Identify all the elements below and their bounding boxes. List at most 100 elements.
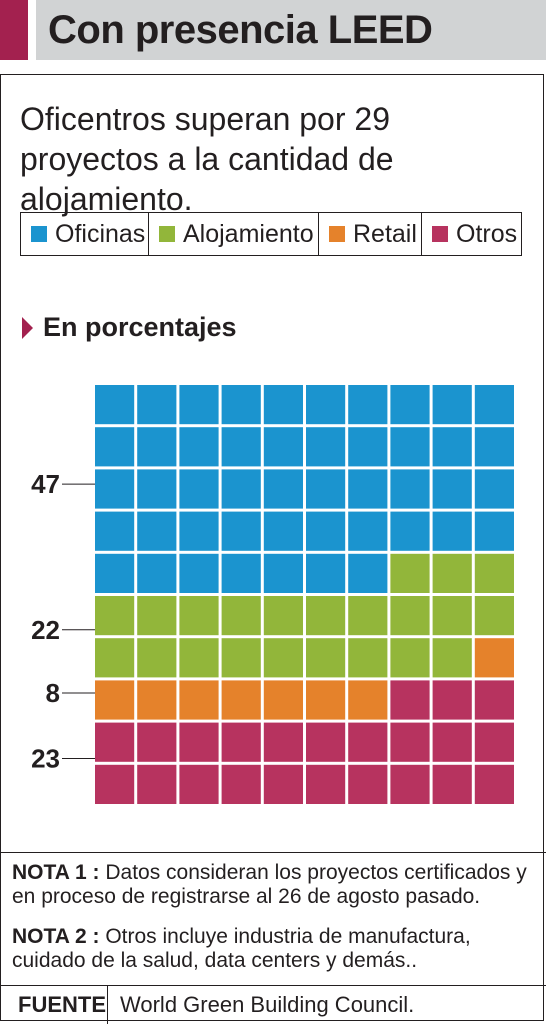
waffle-cell xyxy=(179,596,219,636)
waffle-cell xyxy=(95,385,135,425)
waffle-cell xyxy=(221,385,261,425)
waffle-cell xyxy=(432,596,472,636)
chart-subtitle: Oficentros superan por 29 proyectos a la… xyxy=(20,101,394,217)
waffle-cell xyxy=(474,680,514,720)
waffle-cell xyxy=(306,511,346,551)
waffle-cell xyxy=(306,596,346,636)
waffle-cell xyxy=(221,722,261,762)
source-value: World Green Building Council. xyxy=(120,992,415,1017)
waffle-cell xyxy=(348,680,388,720)
content-frame xyxy=(0,74,544,1021)
legend-swatch-alojamiento xyxy=(159,226,175,242)
waffle-cell xyxy=(474,427,514,467)
waffle-cell xyxy=(221,469,261,509)
legend-swatch-otros xyxy=(432,226,448,242)
note-1: NOTA 1 : Datos consideran los proyectos … xyxy=(12,861,537,909)
waffle-cell xyxy=(348,596,388,636)
waffle-cell xyxy=(306,764,346,804)
note-text: Otros incluye industria de manufactura, … xyxy=(12,925,471,972)
source-row: FUENTE World Green Building Council. xyxy=(0,985,546,1024)
waffle-cell xyxy=(474,596,514,636)
source-label: FUENTE xyxy=(0,986,108,1024)
waffle-cell xyxy=(221,553,261,593)
legend-item-alojamiento: Alojamiento xyxy=(149,213,319,255)
waffle-cell xyxy=(348,764,388,804)
waffle-cell xyxy=(179,553,219,593)
waffle-cell xyxy=(263,553,303,593)
waffle-cell xyxy=(432,427,472,467)
waffle-cell xyxy=(137,385,177,425)
waffle-cell xyxy=(95,722,135,762)
waffle-cell xyxy=(95,469,135,509)
waffle-cell xyxy=(306,427,346,467)
waffle-cell xyxy=(390,469,430,509)
legend-item-otros: Otros xyxy=(422,213,521,255)
waffle-cell xyxy=(432,511,472,551)
waffle-cell xyxy=(221,511,261,551)
waffle-cell xyxy=(390,427,430,467)
waffle-cell xyxy=(306,638,346,678)
waffle-cell xyxy=(179,638,219,678)
waffle-cell xyxy=(474,511,514,551)
waffle-cell xyxy=(306,722,346,762)
waffle-cell xyxy=(390,596,430,636)
waffle-cell xyxy=(390,553,430,593)
accent-bar xyxy=(0,0,28,60)
waffle-cell xyxy=(390,680,430,720)
waffle-cell xyxy=(348,511,388,551)
legend-swatch-oficinas xyxy=(31,226,47,242)
legend-label: Oficinas xyxy=(55,219,146,248)
waffle-cell xyxy=(348,385,388,425)
waffle-cell xyxy=(221,680,261,720)
waffle-cell xyxy=(137,596,177,636)
waffle-cell xyxy=(263,511,303,551)
waffle-cell xyxy=(390,638,430,678)
waffle-cell xyxy=(137,427,177,467)
waffle-cell xyxy=(221,638,261,678)
waffle-cell xyxy=(263,722,303,762)
note-text: Datos consideran los proyectos certifica… xyxy=(12,861,527,908)
waffle-cell xyxy=(179,385,219,425)
value-label: 23 xyxy=(31,743,60,773)
waffle-cell xyxy=(306,469,346,509)
waffle-cell xyxy=(95,764,135,804)
waffle-cell xyxy=(95,553,135,593)
value-label: 47 xyxy=(31,469,60,499)
waffle-cell xyxy=(137,511,177,551)
note-2: NOTA 2 : Otros incluye industria de manu… xyxy=(12,925,537,973)
legend: Oficinas Alojamiento Retail Otros xyxy=(20,212,522,256)
waffle-cell xyxy=(474,638,514,678)
waffle-cell xyxy=(474,385,514,425)
waffle-cell xyxy=(221,596,261,636)
notes-section: NOTA 1 : Datos consideran los proyectos … xyxy=(0,852,546,972)
waffle-cell xyxy=(137,722,177,762)
waffle-cell xyxy=(137,469,177,509)
waffle-cell xyxy=(263,427,303,467)
waffle-cell xyxy=(95,596,135,636)
waffle-cell xyxy=(179,680,219,720)
waffle-cell xyxy=(348,427,388,467)
waffle-cell xyxy=(348,469,388,509)
waffle-cell xyxy=(390,764,430,804)
note-label: NOTA 1 : xyxy=(12,861,100,884)
waffle-cell xyxy=(263,385,303,425)
legend-item-oficinas: Oficinas xyxy=(21,213,149,255)
waffle-cell xyxy=(432,638,472,678)
waffle-cell xyxy=(432,764,472,804)
waffle-cell xyxy=(179,722,219,762)
triangle-icon xyxy=(22,316,33,339)
waffle-cell xyxy=(390,722,430,762)
waffle-cell xyxy=(179,511,219,551)
waffle-cell xyxy=(474,722,514,762)
waffle-cell xyxy=(263,680,303,720)
waffle-cell xyxy=(306,680,346,720)
waffle-cell xyxy=(137,680,177,720)
waffle-cell xyxy=(432,385,472,425)
waffle-cell xyxy=(432,680,472,720)
value-label: 8 xyxy=(46,678,60,708)
waffle-cell xyxy=(306,385,346,425)
waffle-cell xyxy=(95,638,135,678)
legend-swatch-retail xyxy=(329,226,345,242)
section-label: En porcentajes xyxy=(43,312,237,342)
waffle-cell xyxy=(390,385,430,425)
